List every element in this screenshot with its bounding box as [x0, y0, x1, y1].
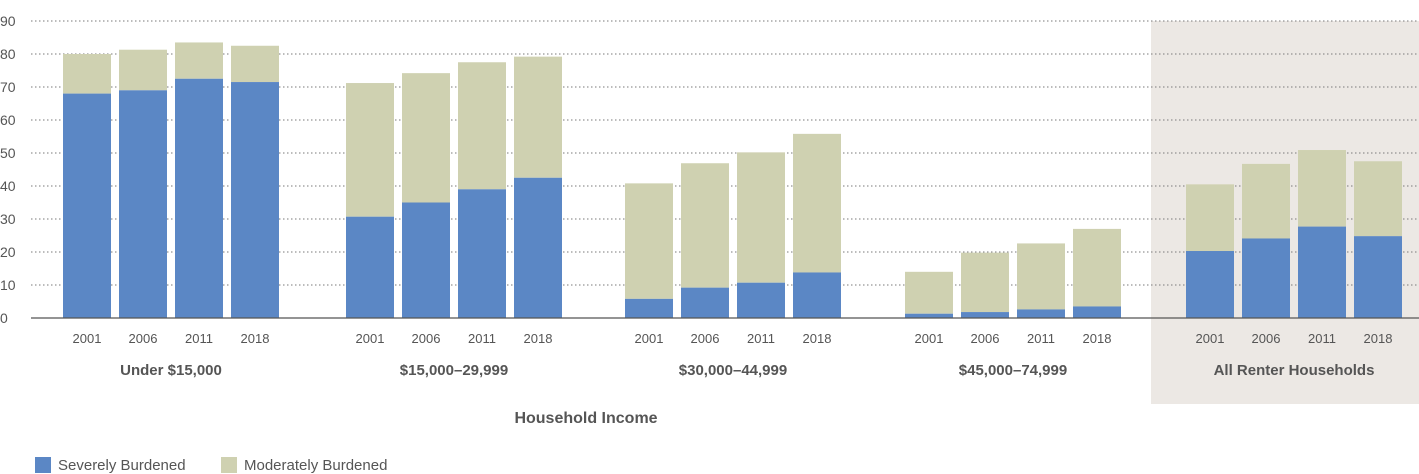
- bar-moderately-burdened: [961, 252, 1009, 313]
- bar-severely-burdened: [1354, 236, 1402, 318]
- legend-swatch-severe: [35, 457, 51, 473]
- x-tick-label-year: 2018: [1364, 331, 1393, 346]
- bar-moderately-burdened: [402, 73, 450, 203]
- bar-moderately-burdened: [905, 271, 953, 314]
- x-tick-label-year: 2018: [524, 331, 553, 346]
- legend-swatch-moderate: [221, 457, 237, 473]
- bar-moderately-burdened: [1073, 228, 1121, 307]
- x-tick-label-year: 2011: [185, 331, 213, 346]
- bar-severely-burdened: [346, 216, 394, 318]
- x-tick-label-year: 2006: [412, 331, 441, 346]
- bar-moderately-burdened: [231, 45, 279, 83]
- bar-severely-burdened: [1017, 309, 1065, 318]
- bar-severely-burdened: [793, 272, 841, 318]
- bar-severely-burdened: [625, 298, 673, 318]
- x-tick-label-year: 2011: [1027, 331, 1055, 346]
- bars: [63, 42, 1402, 318]
- x-tick-label-year: 2001: [356, 331, 385, 346]
- bar-severely-burdened: [63, 93, 111, 318]
- labels: 2001 2006 2011 2018 Under $15,000 2001 2006 201…: [73, 331, 1393, 379]
- bar-moderately-burdened: [1017, 243, 1065, 310]
- y-tick-label: 70: [0, 79, 16, 95]
- bar-moderately-burdened: [1242, 163, 1290, 239]
- group-label: $30,000–44,999: [679, 362, 787, 379]
- x-tick-label-year: 2011: [468, 331, 496, 346]
- y-tick-label: 10: [0, 277, 16, 293]
- bar-severely-burdened: [514, 177, 562, 318]
- y-tick-label: 80: [0, 46, 16, 62]
- x-tick-label-year: 2001: [1196, 331, 1225, 346]
- bar-moderately-burdened: [625, 183, 673, 299]
- x-axis-title: Household Income: [514, 410, 657, 427]
- legend-item-severe: Severely Burdened: [35, 456, 186, 474]
- x-tick-label-year: 2006: [971, 331, 1000, 346]
- y-tick-label: 90: [0, 13, 16, 29]
- bar-severely-burdened: [402, 202, 450, 318]
- y-tick-label: 40: [0, 178, 16, 194]
- y-tick-label: 20: [0, 244, 16, 260]
- legend-label-moderate: Moderately Burdened: [244, 456, 388, 474]
- legend-label-severe: Severely Burdened: [58, 456, 186, 474]
- y-tick-label: 60: [0, 112, 16, 128]
- bar-moderately-burdened: [346, 83, 394, 217]
- x-tick-label-year: 2018: [241, 331, 270, 346]
- bar-severely-burdened: [961, 312, 1009, 318]
- group-label: $15,000–29,999: [400, 362, 508, 379]
- x-tick-label-year: 2018: [803, 331, 832, 346]
- bar-moderately-burdened: [119, 49, 167, 91]
- bar-severely-burdened: [681, 287, 729, 318]
- y-tick-label: 50: [0, 145, 16, 161]
- bar-moderately-burdened: [63, 54, 111, 94]
- y-tick-label: 30: [0, 211, 16, 227]
- bar-severely-burdened: [231, 82, 279, 318]
- bar-severely-burdened: [1298, 226, 1346, 318]
- group-label: All Renter Households: [1214, 362, 1375, 379]
- bar-moderately-burdened: [681, 163, 729, 288]
- bar-moderately-burdened: [737, 152, 785, 283]
- bar-moderately-burdened: [793, 133, 841, 273]
- bar-moderately-burdened: [1354, 161, 1402, 237]
- group-label: $45,000–74,999: [959, 362, 1067, 379]
- x-tick-label-year: 2011: [1308, 331, 1336, 346]
- x-tick-label-year: 2001: [915, 331, 944, 346]
- bar-severely-burdened: [737, 282, 785, 318]
- bar-severely-burdened: [1073, 306, 1121, 318]
- x-tick-label-year: 2006: [1252, 331, 1281, 346]
- bar-severely-burdened: [175, 78, 223, 318]
- x-tick-label-year: 2006: [129, 331, 158, 346]
- x-tick-label-year: 2018: [1083, 331, 1112, 346]
- axes: 0 10 20 30 40 50 60 70 80 90: [0, 13, 1419, 326]
- bar-moderately-burdened: [175, 42, 223, 79]
- x-tick-label-year: 2001: [73, 331, 102, 346]
- bar-severely-burdened: [1242, 238, 1290, 318]
- bar-severely-burdened: [905, 313, 953, 318]
- legend-item-moderate: Moderately Burdened: [221, 456, 387, 474]
- x-tick-label-year: 2006: [691, 331, 720, 346]
- bar-severely-burdened: [458, 189, 506, 318]
- bar-moderately-burdened: [514, 56, 562, 178]
- bar-moderately-burdened: [1298, 150, 1346, 227]
- bar-moderately-burdened: [1186, 184, 1234, 252]
- group-label: Under $15,000: [120, 362, 222, 379]
- y-tick-label: 0: [0, 310, 8, 326]
- bar-severely-burdened: [1186, 251, 1234, 318]
- x-tick-label-year: 2011: [747, 331, 775, 346]
- bar-severely-burdened: [119, 90, 167, 318]
- bar-moderately-burdened: [458, 62, 506, 190]
- x-tick-label-year: 2001: [635, 331, 664, 346]
